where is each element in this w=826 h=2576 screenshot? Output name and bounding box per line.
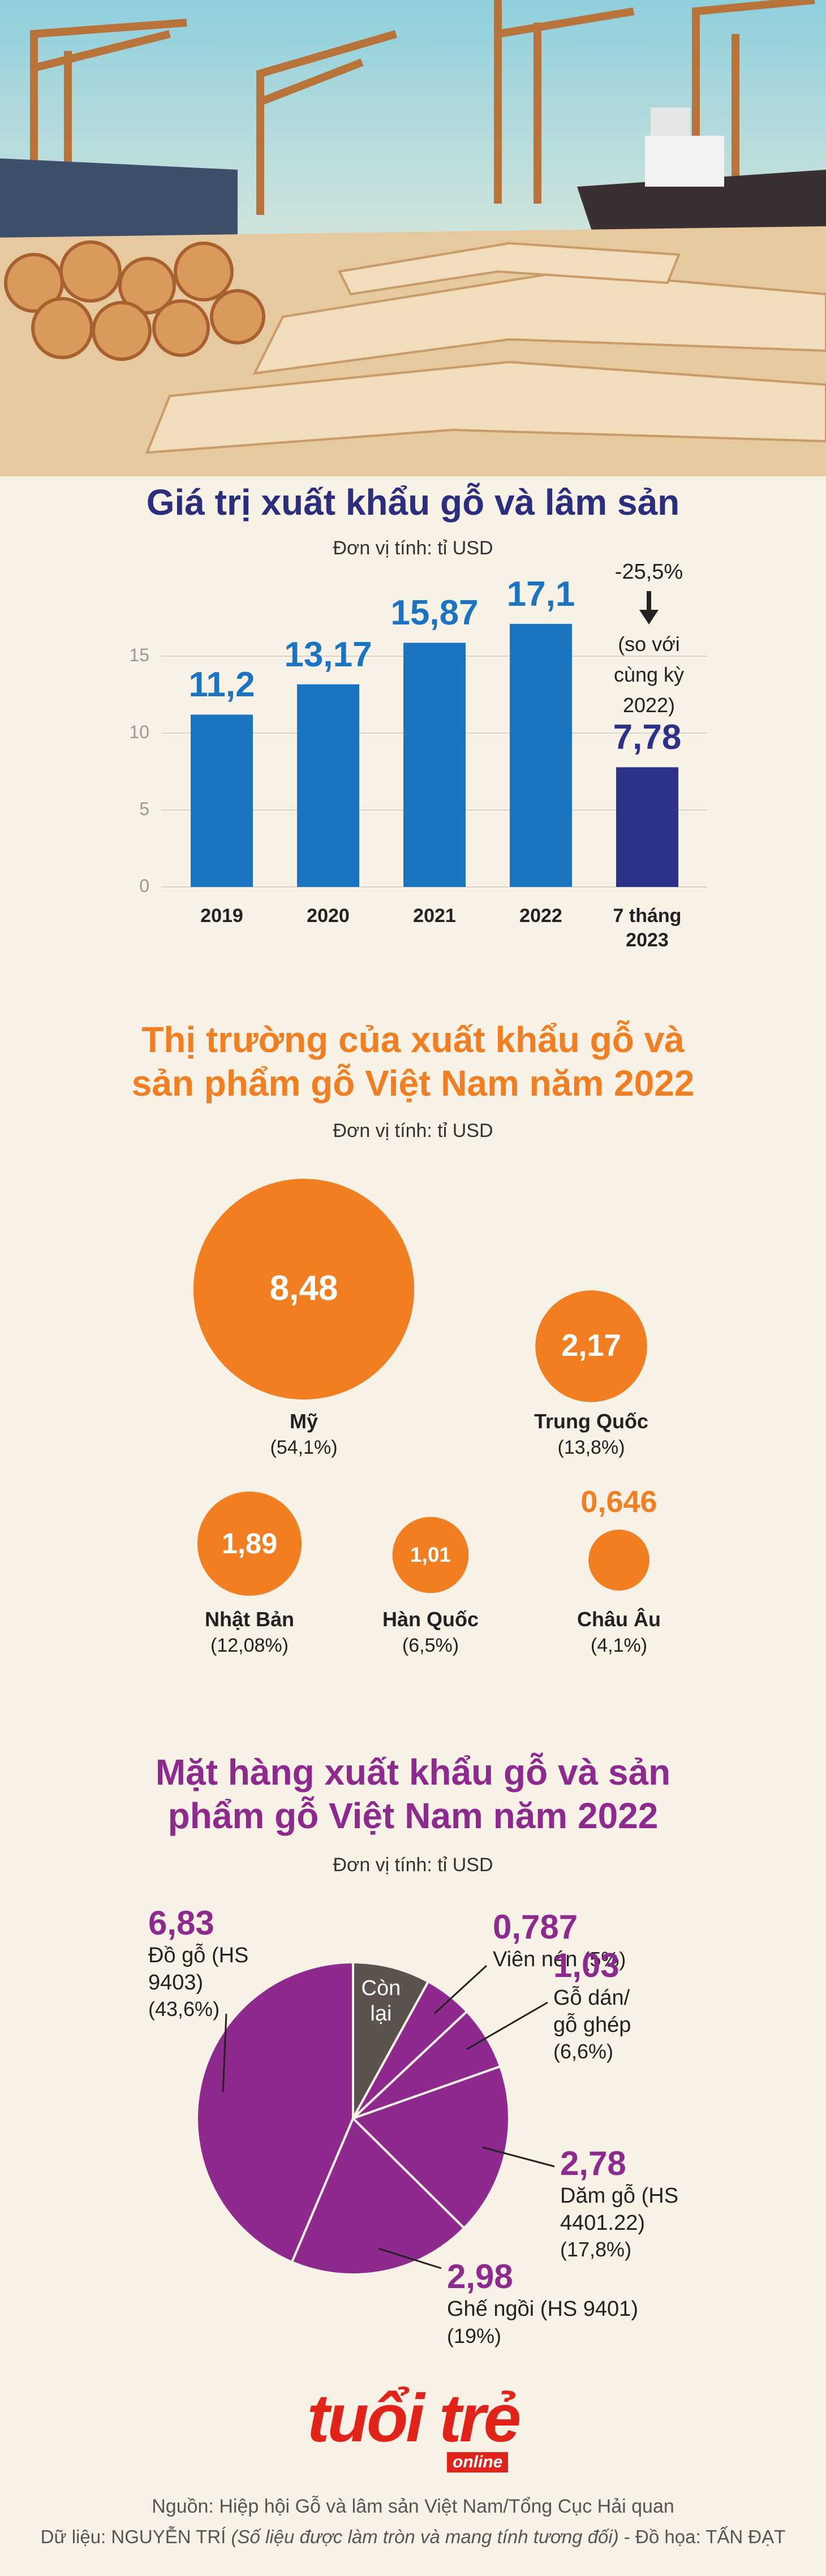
leader-line [378, 2247, 442, 2269]
amount-label: 2,98 [447, 2258, 513, 2295]
unit-label: Đơn vị tính: tỉ USD [333, 1854, 493, 1876]
slice-label: 6,83 Đồ gỗ (HS 9403) (43,6%) [148, 1903, 278, 2022]
credit-text: Dữ liệu: NGUYỄN TRÍ (Số liệu được làm tr… [41, 2526, 786, 2548]
x-tick-label: 2022 [519, 905, 562, 927]
chart-title: Giá trị xuất khẩu gỗ và lâm sản [146, 482, 680, 523]
bar [297, 684, 359, 887]
value-label: 17,1 [506, 574, 575, 614]
value-label: 15,87 [390, 593, 479, 633]
logo-main: tuổi trẻ [307, 2380, 522, 2456]
y-tick-label: 15 [129, 645, 149, 665]
value-label: 11,2 [188, 665, 255, 705]
value-label: 13,17 [284, 635, 372, 674]
leader-line [482, 2146, 555, 2168]
share-label: (43,6%) [148, 1997, 220, 2021]
slice-label: 1,03 Gỗ dán/ gỗ ghép (6,6%) [553, 1946, 644, 2064]
value-label: 2,17 [561, 1328, 621, 1363]
bubble-label: Trung Quốc (13,8%) [534, 1408, 648, 1460]
leader-line [222, 2013, 227, 2092]
x-tick-label: 2020 [307, 905, 350, 927]
pie-slice [290, 2116, 466, 2276]
value-label: 8,48 [269, 1268, 338, 1308]
share-label: (6,5%) [402, 1634, 459, 1656]
annotation-note: (so với cùng kỳ 2022) [613, 632, 685, 717]
x-tick-label: 7 tháng 2023 [613, 905, 682, 951]
y-tick-label: 10 [129, 722, 149, 742]
bubble [392, 1517, 469, 1593]
bubble [535, 1290, 647, 1402]
credit-part: - Đồ họa: TẤN ĐẠT [618, 2526, 786, 2547]
amount-label: 2,78 [560, 2144, 626, 2182]
unit-label: Đơn vị tính: tỉ USD [333, 537, 493, 559]
category-label: Đồ gỗ (HS 9403) [148, 1944, 249, 1995]
slice-label: 2,78 Dăm gỗ (HS 4401.22) (17,8%) [560, 2144, 724, 2262]
share-label: (13,8%) [557, 1436, 625, 1458]
category-label: Gỗ dán/ gỗ ghép [553, 1986, 631, 2037]
bubble-label: Châu Âu (4,1%) [577, 1606, 661, 1658]
annotation: -25,5% [614, 560, 683, 584]
pie-slice [196, 1961, 354, 2264]
pie-slice [351, 2065, 510, 2230]
value-label: 1,01 [410, 1542, 451, 1566]
category-label: Còn lại [361, 1976, 401, 2026]
amount-label: 0,787 [493, 1908, 578, 1946]
share-label: (6,6%) [553, 2040, 614, 2063]
pie-slice [352, 1961, 430, 2119]
category-label: Mỹ [289, 1410, 318, 1433]
unit-label: Đơn vị tính: tỉ USD [333, 1120, 493, 1141]
bubble [193, 1178, 415, 1400]
credit-part: (Số liệu được làm tròn và mang tính tươn… [231, 2526, 619, 2547]
y-tick-label: 0 [139, 876, 149, 896]
share-label: (12,08%) [210, 1634, 289, 1656]
bubble [588, 1530, 649, 1591]
category-label: Hàn Quốc [382, 1608, 479, 1631]
x-tick-label: 2021 [413, 905, 456, 927]
bubble [197, 1491, 302, 1596]
amount-label: 6,83 [148, 1904, 214, 1942]
leader-line [466, 2001, 548, 2051]
bar [191, 714, 253, 887]
bubble-label: Nhật Bản (12,08%) [205, 1606, 294, 1658]
chart-title: Mặt hàng xuất khẩu gỗ và sản phẩm gỗ Việ… [155, 1752, 671, 1836]
amount-label: 1,03 [553, 1946, 620, 1984]
category-label: Châu Âu [577, 1608, 661, 1631]
share-label: (17,8%) [560, 2238, 632, 2261]
leader-line [433, 1965, 488, 2014]
y-tick-label: 5 [139, 799, 149, 819]
slice-label: 2,98 Ghế ngồi (HS 9401) (19%) [447, 2257, 696, 2349]
slice-label: 0,787 Viên nén (5%) [493, 1907, 730, 1974]
category-label: Nhật Bản [204, 1608, 295, 1631]
category-label: Dăm gỗ (HS 4401.22) [560, 2184, 679, 2235]
bar [510, 623, 572, 887]
x-tick-label: 2019 [200, 905, 243, 927]
category-label: Trung Quốc [534, 1410, 648, 1433]
bar [403, 643, 466, 887]
value-label: 0,646 [580, 1485, 657, 1519]
bar [616, 767, 678, 887]
value-label: 1,89 [221, 1527, 278, 1560]
bubble-label: Mỹ (54,1%) [270, 1408, 337, 1460]
bubble-label: Hàn Quốc (6,5%) [382, 1606, 479, 1658]
share-label: (54,1%) [270, 1436, 338, 1458]
chart-title: Thị trường của xuất khẩu gỗ và sản phẩm … [131, 1019, 695, 1104]
share-label: (5%) [583, 1948, 626, 1971]
share-label: (4,1%) [590, 1634, 648, 1656]
value-label: 7,78 [613, 718, 682, 757]
arrow-head [639, 610, 659, 624]
category-label: Ghế ngồi (HS 9401) [447, 2297, 638, 2321]
credit-part: Dữ liệu: NGUYỄN TRÍ [40, 2526, 231, 2547]
source-text: Nguồn: Hiệp hội Gỗ và lâm sản Việt Nam/T… [152, 2496, 674, 2517]
share-label: (19%) [447, 2324, 502, 2347]
hero-illustration [0, 0, 826, 476]
category-label: Viên nén [493, 1948, 578, 1971]
logo-sub: online [447, 2452, 509, 2472]
